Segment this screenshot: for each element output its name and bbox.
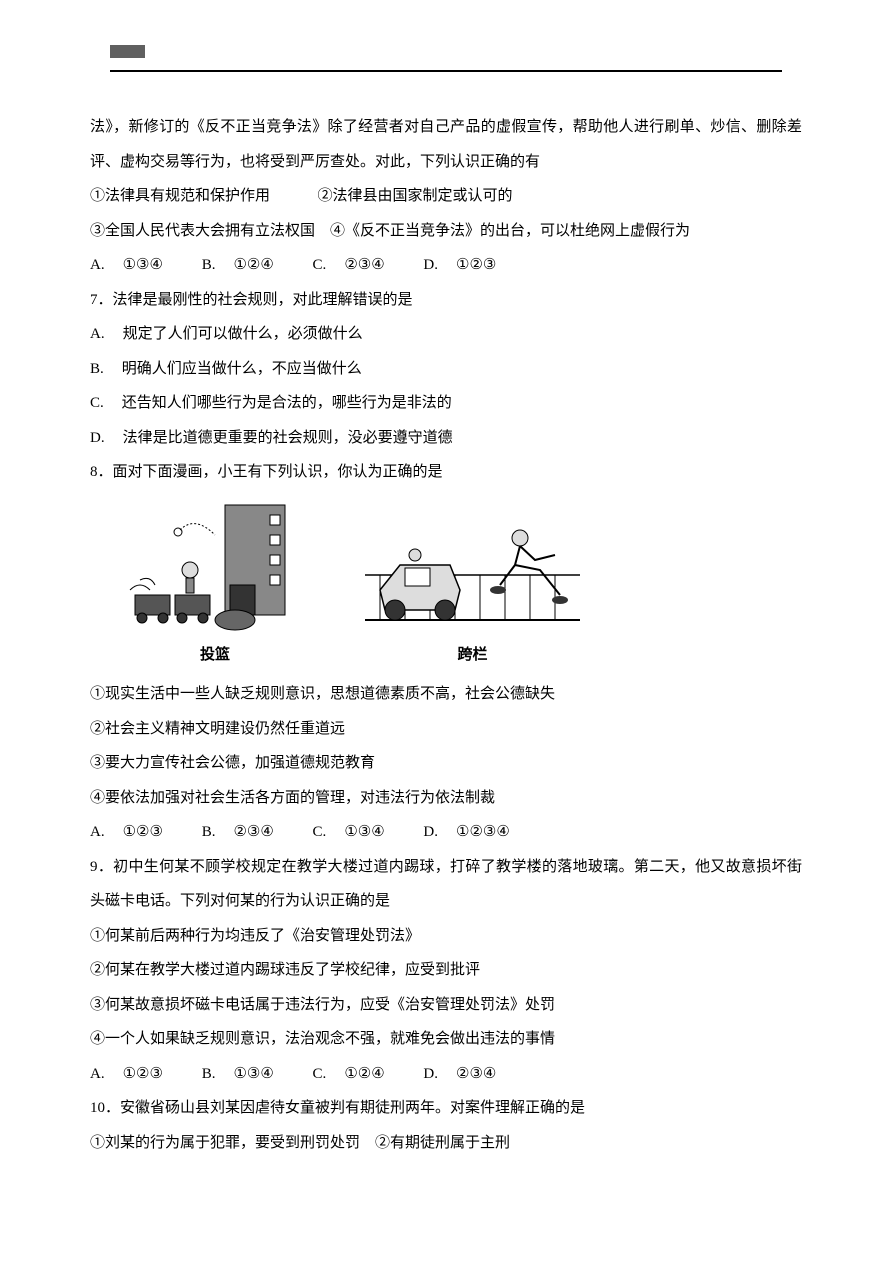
q8-sub2: ②社会主义精神文明建设仍然任重道远 xyxy=(90,712,802,747)
q8-sub4: ④要依法加强对社会生活各方面的管理，对违法行为依法制裁 xyxy=(90,781,802,816)
q8-images: 投篮 xyxy=(120,500,802,673)
q8-image2-block: 跨栏 xyxy=(360,520,585,673)
q8-optC: ①③④ xyxy=(344,824,384,840)
q8-B-label: B. xyxy=(202,815,216,850)
intro-sub2: ②法律县由国家制定或认可的 xyxy=(318,188,513,204)
intro-sub3: ③全国人民代表大会拥有立法权国 xyxy=(90,223,315,239)
q7-optA: A. 规定了人们可以做什么，必须做什么 xyxy=(90,317,802,352)
q7-optB: B. 明确人们应当做什么，不应当做什么 xyxy=(90,352,802,387)
intro-optA: ①③④ xyxy=(123,257,163,273)
opt-label-c: C. xyxy=(313,248,327,283)
q9-C-label: C. xyxy=(313,1057,327,1092)
q8-optD: ①②③④ xyxy=(456,824,510,840)
q8-A-label: A. xyxy=(90,815,105,850)
intro-subopts: ①法律具有规范和保护作用 ②法律县由国家制定或认可的 xyxy=(90,179,802,214)
q9-D-label: D. xyxy=(423,1057,438,1092)
q7-optC: C. 还告知人们哪些行为是合法的，哪些行为是非法的 xyxy=(90,386,802,421)
q8-optB: ②③④ xyxy=(233,824,273,840)
opt-label-a: A. xyxy=(90,248,105,283)
q8-optA: ①②③ xyxy=(123,824,163,840)
q8-C-label: C. xyxy=(313,815,327,850)
q8-stem: 8．面对下面漫画，小王有下列认识，你认为正确的是 xyxy=(90,455,802,490)
q7-D-text: 法律是比道德更重要的社会规则，没必要遵守道德 xyxy=(123,430,453,446)
q7-D-label: D. xyxy=(90,421,105,456)
intro-para: 法》，新修订的《反不正当竞争法》除了经营者对自己产品的虚假宣传，帮助他人进行刷单… xyxy=(90,110,802,179)
q9-sub1: ①何某前后两种行为均违反了《治安管理处罚法》 xyxy=(90,919,802,954)
q9-optD: ②③④ xyxy=(456,1066,496,1082)
q9-sub2: ②何某在教学大楼过道内踢球违反了学校纪律，应受到批评 xyxy=(90,953,802,988)
header-divider xyxy=(110,70,782,72)
cartoon-trash-icon xyxy=(120,500,310,635)
intro-optB: ①②④ xyxy=(233,257,273,273)
intro-optD: ①②③ xyxy=(456,257,496,273)
q7-A-text: 规定了人们可以做什么，必须做什么 xyxy=(123,326,363,342)
q9-options: A. ①②③ B. ①③④ C. ①②④ D. ②③④ xyxy=(90,1057,802,1092)
intro-optC: ②③④ xyxy=(344,257,384,273)
header-accent xyxy=(110,45,145,58)
q9-optC: ①②④ xyxy=(344,1066,384,1082)
q7-stem: 7．法律是最刚性的社会规则，对此理解错误的是 xyxy=(90,283,802,318)
q7-B-label: B. xyxy=(90,352,104,387)
opt-label-b: B. xyxy=(202,248,216,283)
q9-sub3: ③何某故意损坏磁卡电话属于违法行为，应受《治安管理处罚法》处罚 xyxy=(90,988,802,1023)
q8-caption1: 投篮 xyxy=(200,638,230,673)
intro-sub1: ①法律具有规范和保护作用 xyxy=(90,188,270,204)
q10-stem: 10．安徽省砀山县刘某因虐待女童被判有期徒刑两年。对案件理解正确的是 xyxy=(90,1091,802,1126)
q9-optA: ①②③ xyxy=(123,1066,163,1082)
q9-stem: 9．初中生何某不顾学校规定在教学大楼过道内踢球，打碎了教学楼的落地玻璃。第二天，… xyxy=(90,850,802,919)
q7-B-text: 明确人们应当做什么，不应当做什么 xyxy=(122,361,362,377)
q7-A-label: A. xyxy=(90,317,105,352)
intro-sub4: ④《反不正当竞争法》的出台，可以杜绝网上虚假行为 xyxy=(330,223,690,239)
q8-sub1: ①现实生活中一些人缺乏规则意识，思想道德素质不高，社会公德缺失 xyxy=(90,677,802,712)
intro-options: A. ①③④ B. ①②④ C. ②③④ D. ①②③ xyxy=(90,248,802,283)
q8-sub3: ③要大力宣传社会公德，加强道德规范教育 xyxy=(90,746,802,781)
q8-image1-block: 投篮 xyxy=(120,500,310,673)
q10-subopts: ①刘某的行为属于犯罪，要受到刑罚处罚 ②有期徒刑属于主刑 xyxy=(90,1126,802,1161)
q9-B-label: B. xyxy=(202,1057,216,1092)
q9-sub4: ④一个人如果缺乏规则意识，法治观念不强，就难免会做出违法的事情 xyxy=(90,1022,802,1057)
document-content: 法》，新修订的《反不正当竞争法》除了经营者对自己产品的虚假宣传，帮助他人进行刷单… xyxy=(90,110,802,1160)
q10-sub2: ②有期徒刑属于主刑 xyxy=(375,1135,510,1151)
q10-sub1: ①刘某的行为属于犯罪，要受到刑罚处罚 xyxy=(90,1135,360,1151)
q7-C-text: 还告知人们哪些行为是合法的，哪些行为是非法的 xyxy=(122,395,452,411)
q8-options: A. ①②③ B. ②③④ C. ①③④ D. ①②③④ xyxy=(90,815,802,850)
q8-caption2: 跨栏 xyxy=(457,638,487,673)
intro-subopts2: ③全国人民代表大会拥有立法权国 ④《反不正当竞争法》的出台，可以杜绝网上虚假行为 xyxy=(90,214,802,249)
q9-optB: ①③④ xyxy=(233,1066,273,1082)
q7-C-label: C. xyxy=(90,386,104,421)
q8-D-label: D. xyxy=(423,815,438,850)
q7-optD: D. 法律是比道德更重要的社会规则，没必要遵守道德 xyxy=(90,421,802,456)
opt-label-d: D. xyxy=(423,248,438,283)
cartoon-jaywalk-icon xyxy=(360,520,585,635)
q9-A-label: A. xyxy=(90,1057,105,1092)
